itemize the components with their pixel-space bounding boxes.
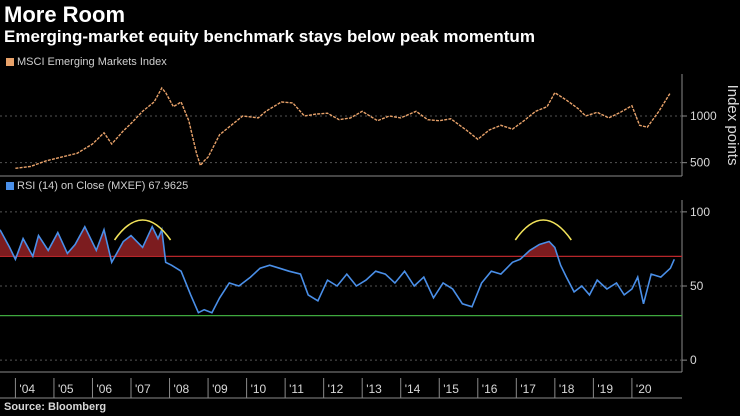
x-tick-label: '09: [212, 382, 228, 396]
chart-title: More Room: [4, 2, 125, 27]
chart-subtitle: Emerging-market equity benchmark stays b…: [4, 27, 535, 46]
x-tick-label: '08: [174, 382, 190, 396]
rsi-tick-label: 0: [690, 353, 697, 367]
x-tick-label: '05: [58, 382, 74, 396]
x-tick-label: '19: [597, 382, 613, 396]
price-ylabel: Index points: [724, 85, 740, 166]
price-legend-label: MSCI Emerging Markets Index: [17, 56, 167, 68]
x-tick-label: '06: [96, 382, 112, 396]
x-tick-label: '11: [289, 382, 304, 396]
x-tick-label: '04: [19, 382, 35, 396]
price-tick-label: 1000: [690, 109, 717, 123]
rsi-tick-label: 100: [690, 205, 710, 219]
x-tick-label: '20: [636, 382, 652, 396]
x-tick-label: '14: [405, 382, 421, 396]
rsi-tick-label: 50: [690, 279, 704, 293]
price-legend-swatch: [6, 58, 14, 66]
rsi-legend-swatch: [6, 182, 14, 190]
price-tick-label: 500: [690, 156, 710, 170]
price-series-line: [15, 86, 671, 169]
x-tick-label: '16: [482, 382, 498, 396]
x-tick-label: '17: [520, 382, 536, 396]
rsi-series-line: [0, 224, 676, 314]
x-tick-label: '12: [328, 382, 344, 396]
x-tick-label: '13: [366, 382, 382, 396]
rsi-legend-label: RSI (14) on Close (MXEF) 67.9625: [17, 180, 188, 192]
source-note: Source: Bloomberg: [4, 401, 107, 413]
x-tick-label: '07: [135, 382, 151, 396]
highlight-arc-2007: [113, 219, 172, 241]
x-tick-label: '18: [559, 382, 575, 396]
x-tick-label: '10: [251, 382, 267, 396]
highlight-arc-2017: [514, 219, 572, 241]
x-tick-label: '15: [443, 382, 459, 396]
